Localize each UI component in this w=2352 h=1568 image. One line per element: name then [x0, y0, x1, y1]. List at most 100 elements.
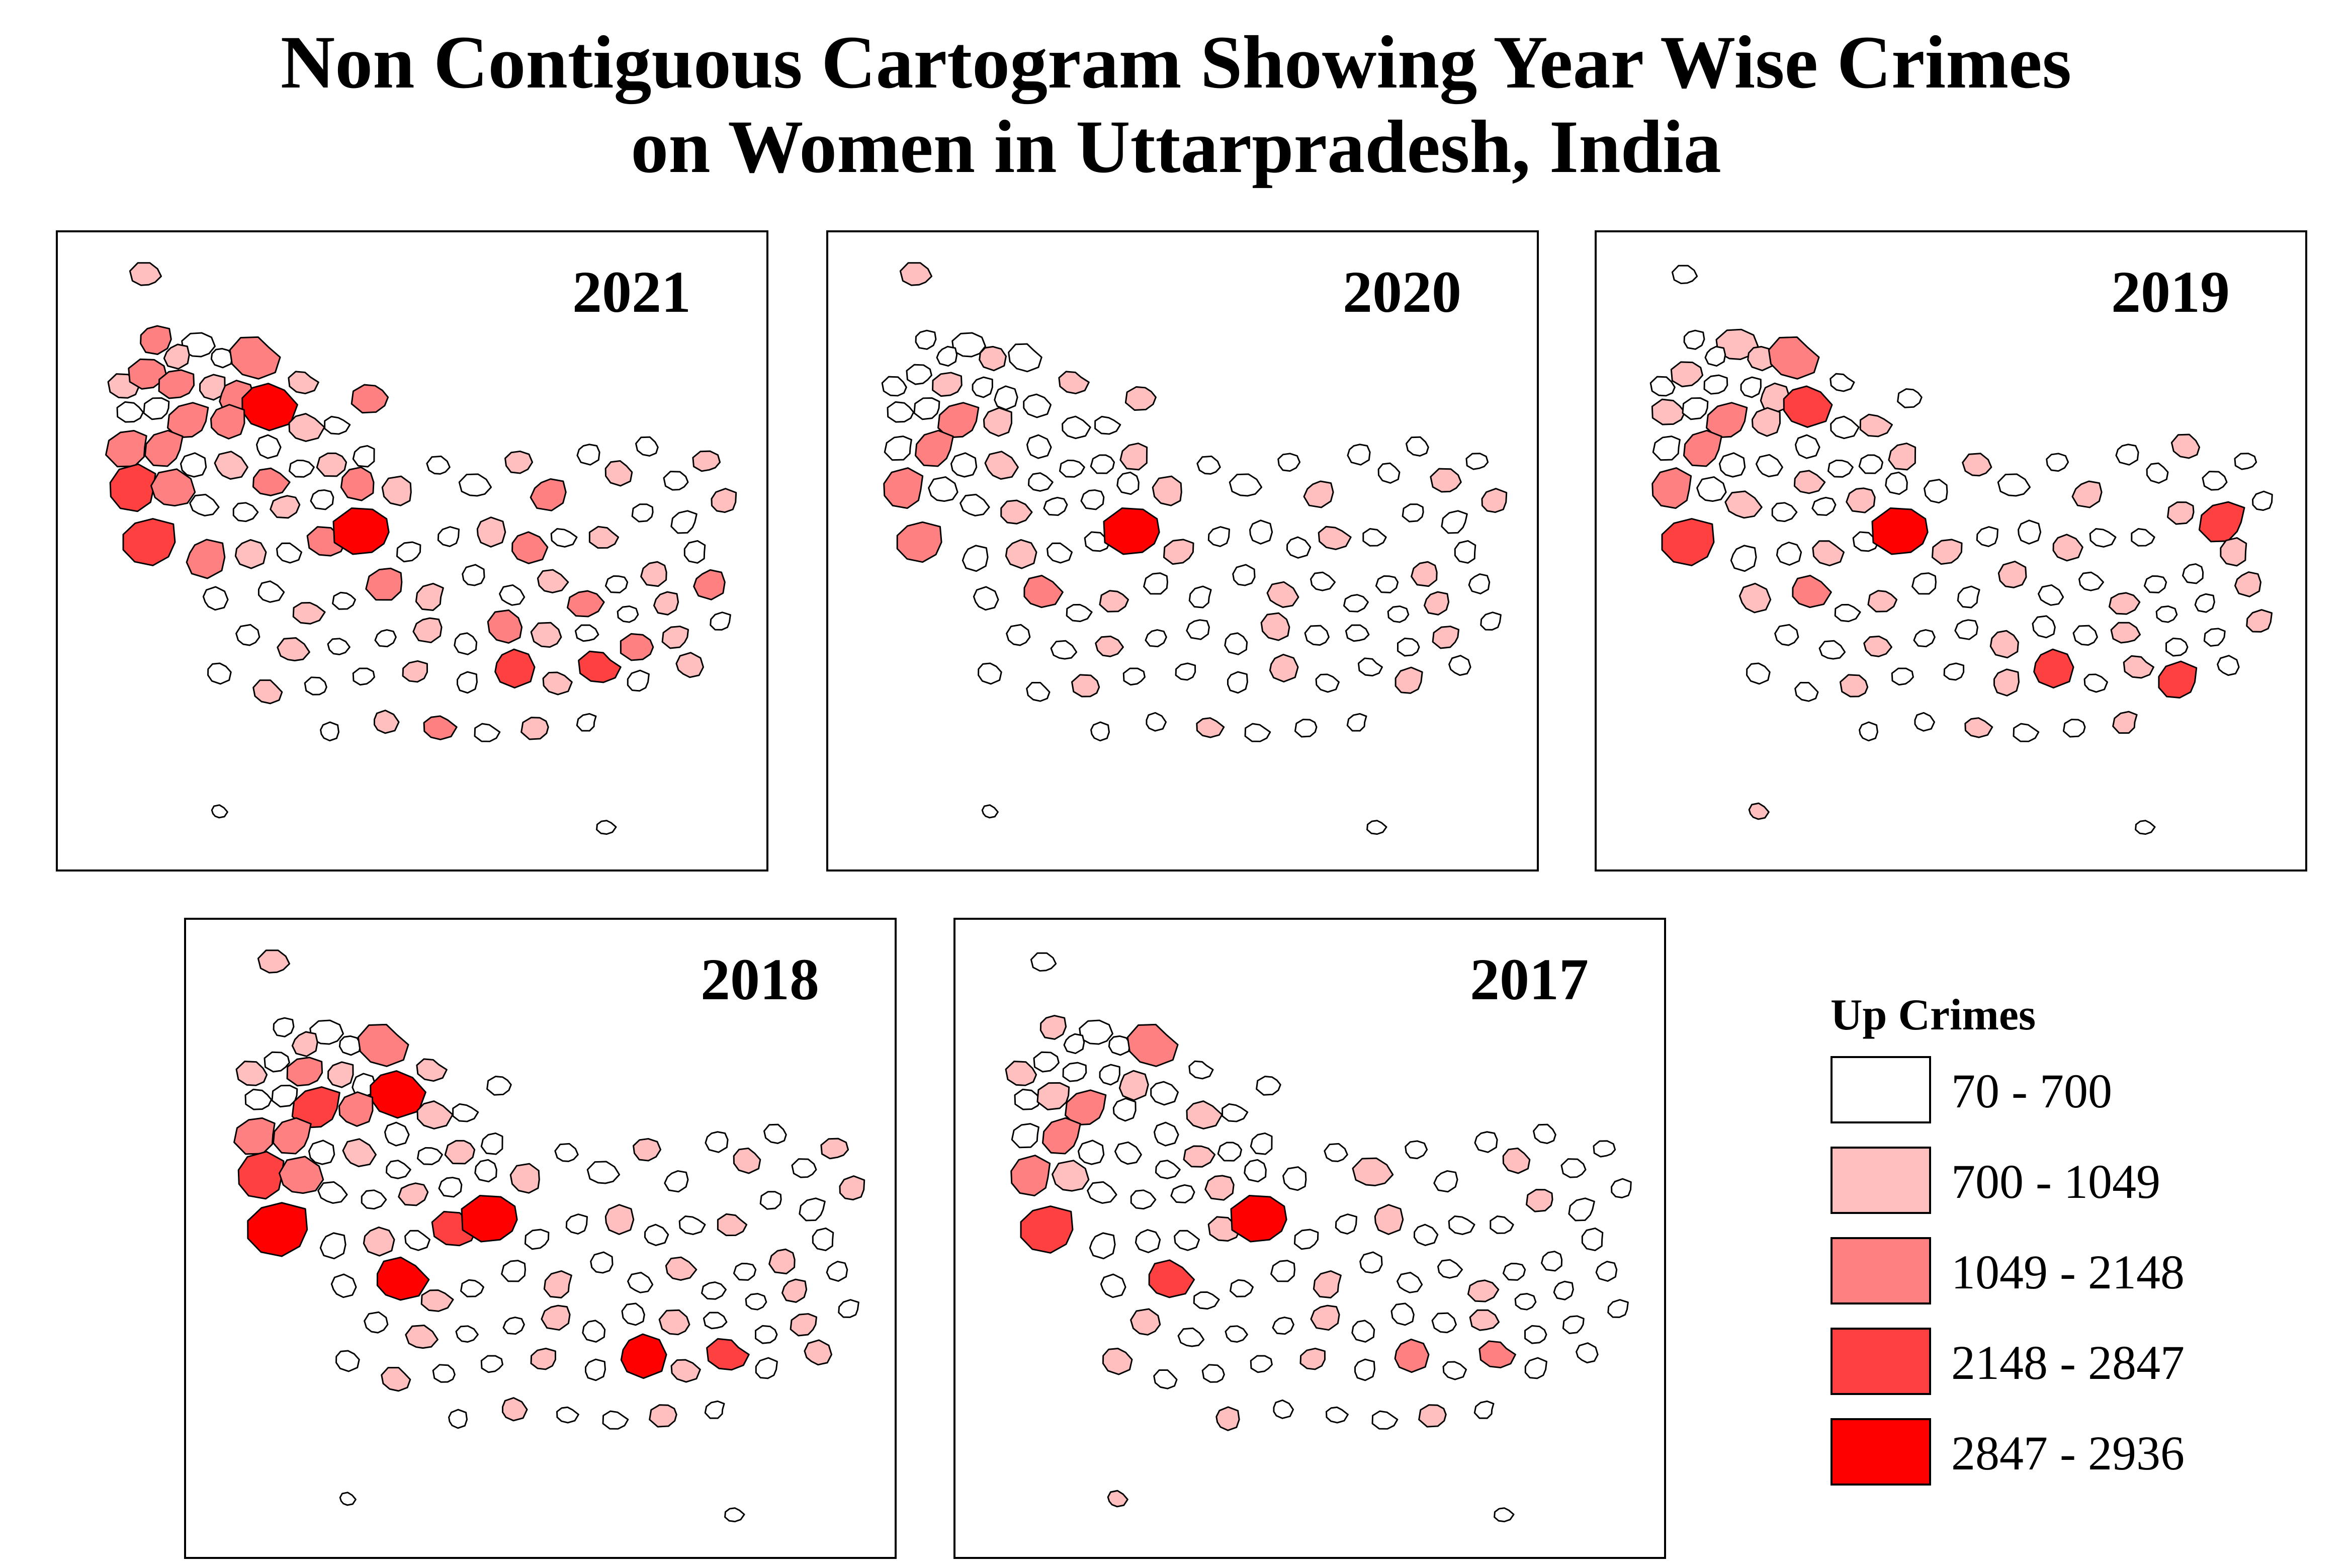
district-shape [664, 1170, 689, 1193]
district-shape [1010, 1155, 1051, 1197]
district-shape [1313, 1270, 1342, 1298]
district-shape [237, 1151, 285, 1200]
district-shape [291, 1031, 318, 1057]
district-shape [1299, 1347, 1326, 1370]
district-shape [804, 1339, 833, 1366]
district-shape [588, 526, 620, 549]
district-shape [1911, 572, 1937, 595]
district-shape [960, 493, 990, 516]
district-shape [1794, 681, 1819, 702]
district-shape [352, 1073, 376, 1098]
district-shape [1607, 1299, 1629, 1318]
district-shape [790, 1313, 818, 1337]
district-shape [1651, 398, 1686, 425]
district-shape [210, 404, 245, 440]
district-shape [264, 1051, 290, 1073]
district-shape [978, 662, 1002, 685]
district-shape [327, 638, 351, 655]
district-shape [1863, 635, 1892, 657]
district-shape [914, 429, 954, 467]
district-shape [1145, 629, 1167, 648]
district-shape [1581, 1227, 1604, 1251]
year-label: 2017 [1470, 946, 1589, 1012]
district-shape [1006, 624, 1031, 646]
district-shape [444, 1140, 476, 1165]
district-shape [494, 648, 536, 689]
district-shape [1064, 1089, 1107, 1126]
district-shape [1858, 454, 1884, 474]
district-shape [286, 1057, 323, 1087]
district-shape [1703, 374, 1728, 395]
cartogram-2021 [105, 262, 737, 835]
district-shape [2166, 501, 2195, 525]
district-shape [437, 526, 460, 547]
district-shape [1740, 376, 1762, 398]
district-shape [1390, 1302, 1415, 1326]
district-shape [928, 476, 959, 502]
district-shape [166, 402, 209, 439]
district-shape [1244, 1159, 1267, 1183]
district-shape [745, 1293, 767, 1311]
district-shape [1090, 454, 1115, 474]
district-shape [278, 1156, 324, 1194]
district-shape [1792, 575, 1832, 608]
district-shape [320, 721, 340, 742]
district-shape [241, 383, 298, 431]
district-shape [604, 1204, 635, 1235]
district-shape [1122, 667, 1146, 686]
district-shape [1155, 1160, 1181, 1179]
district-shape [474, 1159, 497, 1183]
district-shape [972, 376, 993, 398]
district-shape [1433, 1170, 1458, 1193]
district-shape [1077, 1140, 1105, 1165]
district-shape [1387, 605, 1410, 623]
district-shape [1852, 531, 1879, 552]
district-shape [1346, 713, 1367, 732]
district-shape [1270, 1260, 1295, 1282]
district-shape [915, 329, 937, 350]
district-shape [438, 1177, 463, 1198]
district-shape [951, 332, 986, 358]
district-shape [1395, 666, 1423, 694]
district-shape [733, 1262, 757, 1281]
cartogram-2017 [1005, 952, 1632, 1523]
district-shape [1490, 1215, 1514, 1234]
district-shape [1442, 1361, 1467, 1380]
district-shape [1454, 540, 1476, 564]
district-shape [1715, 328, 1759, 360]
district-shape [1084, 531, 1111, 552]
district-shape [116, 401, 144, 423]
district-shape [1418, 1404, 1447, 1428]
district-shape [1227, 671, 1248, 694]
district-shape [1595, 1261, 1618, 1282]
district-shape [1502, 1262, 1526, 1281]
district-shape [432, 1364, 456, 1383]
district-shape [1116, 471, 1140, 495]
district-shape [501, 1260, 526, 1282]
district-shape [461, 1195, 518, 1243]
map-title: Non Contiguous Cartogram Showing Year Wi… [0, 20, 2352, 189]
district-shape [1066, 603, 1093, 623]
legend-swatch [1831, 1237, 1931, 1304]
year-label: 2019 [2111, 259, 2230, 325]
district-shape [1062, 415, 1091, 440]
district-shape [1217, 1142, 1243, 1162]
district-shape [317, 1181, 348, 1204]
district-shape [105, 429, 147, 468]
district-shape [1099, 590, 1129, 613]
district-shape [373, 710, 400, 734]
district-shape [1891, 667, 1914, 686]
district-shape [1230, 1279, 1254, 1297]
district-shape [338, 1091, 374, 1127]
district-shape [1397, 1271, 1423, 1293]
district-shape [511, 531, 549, 564]
district-shape [1080, 489, 1105, 510]
district-shape [504, 450, 534, 474]
district-shape [351, 384, 389, 414]
map-panel-2021: 2021 [56, 230, 768, 872]
district-shape [1474, 1131, 1498, 1153]
district-shape [706, 1338, 750, 1371]
district-shape [1374, 1204, 1404, 1235]
legend-swatch [1831, 1418, 1931, 1486]
district-shape [2234, 571, 2262, 597]
